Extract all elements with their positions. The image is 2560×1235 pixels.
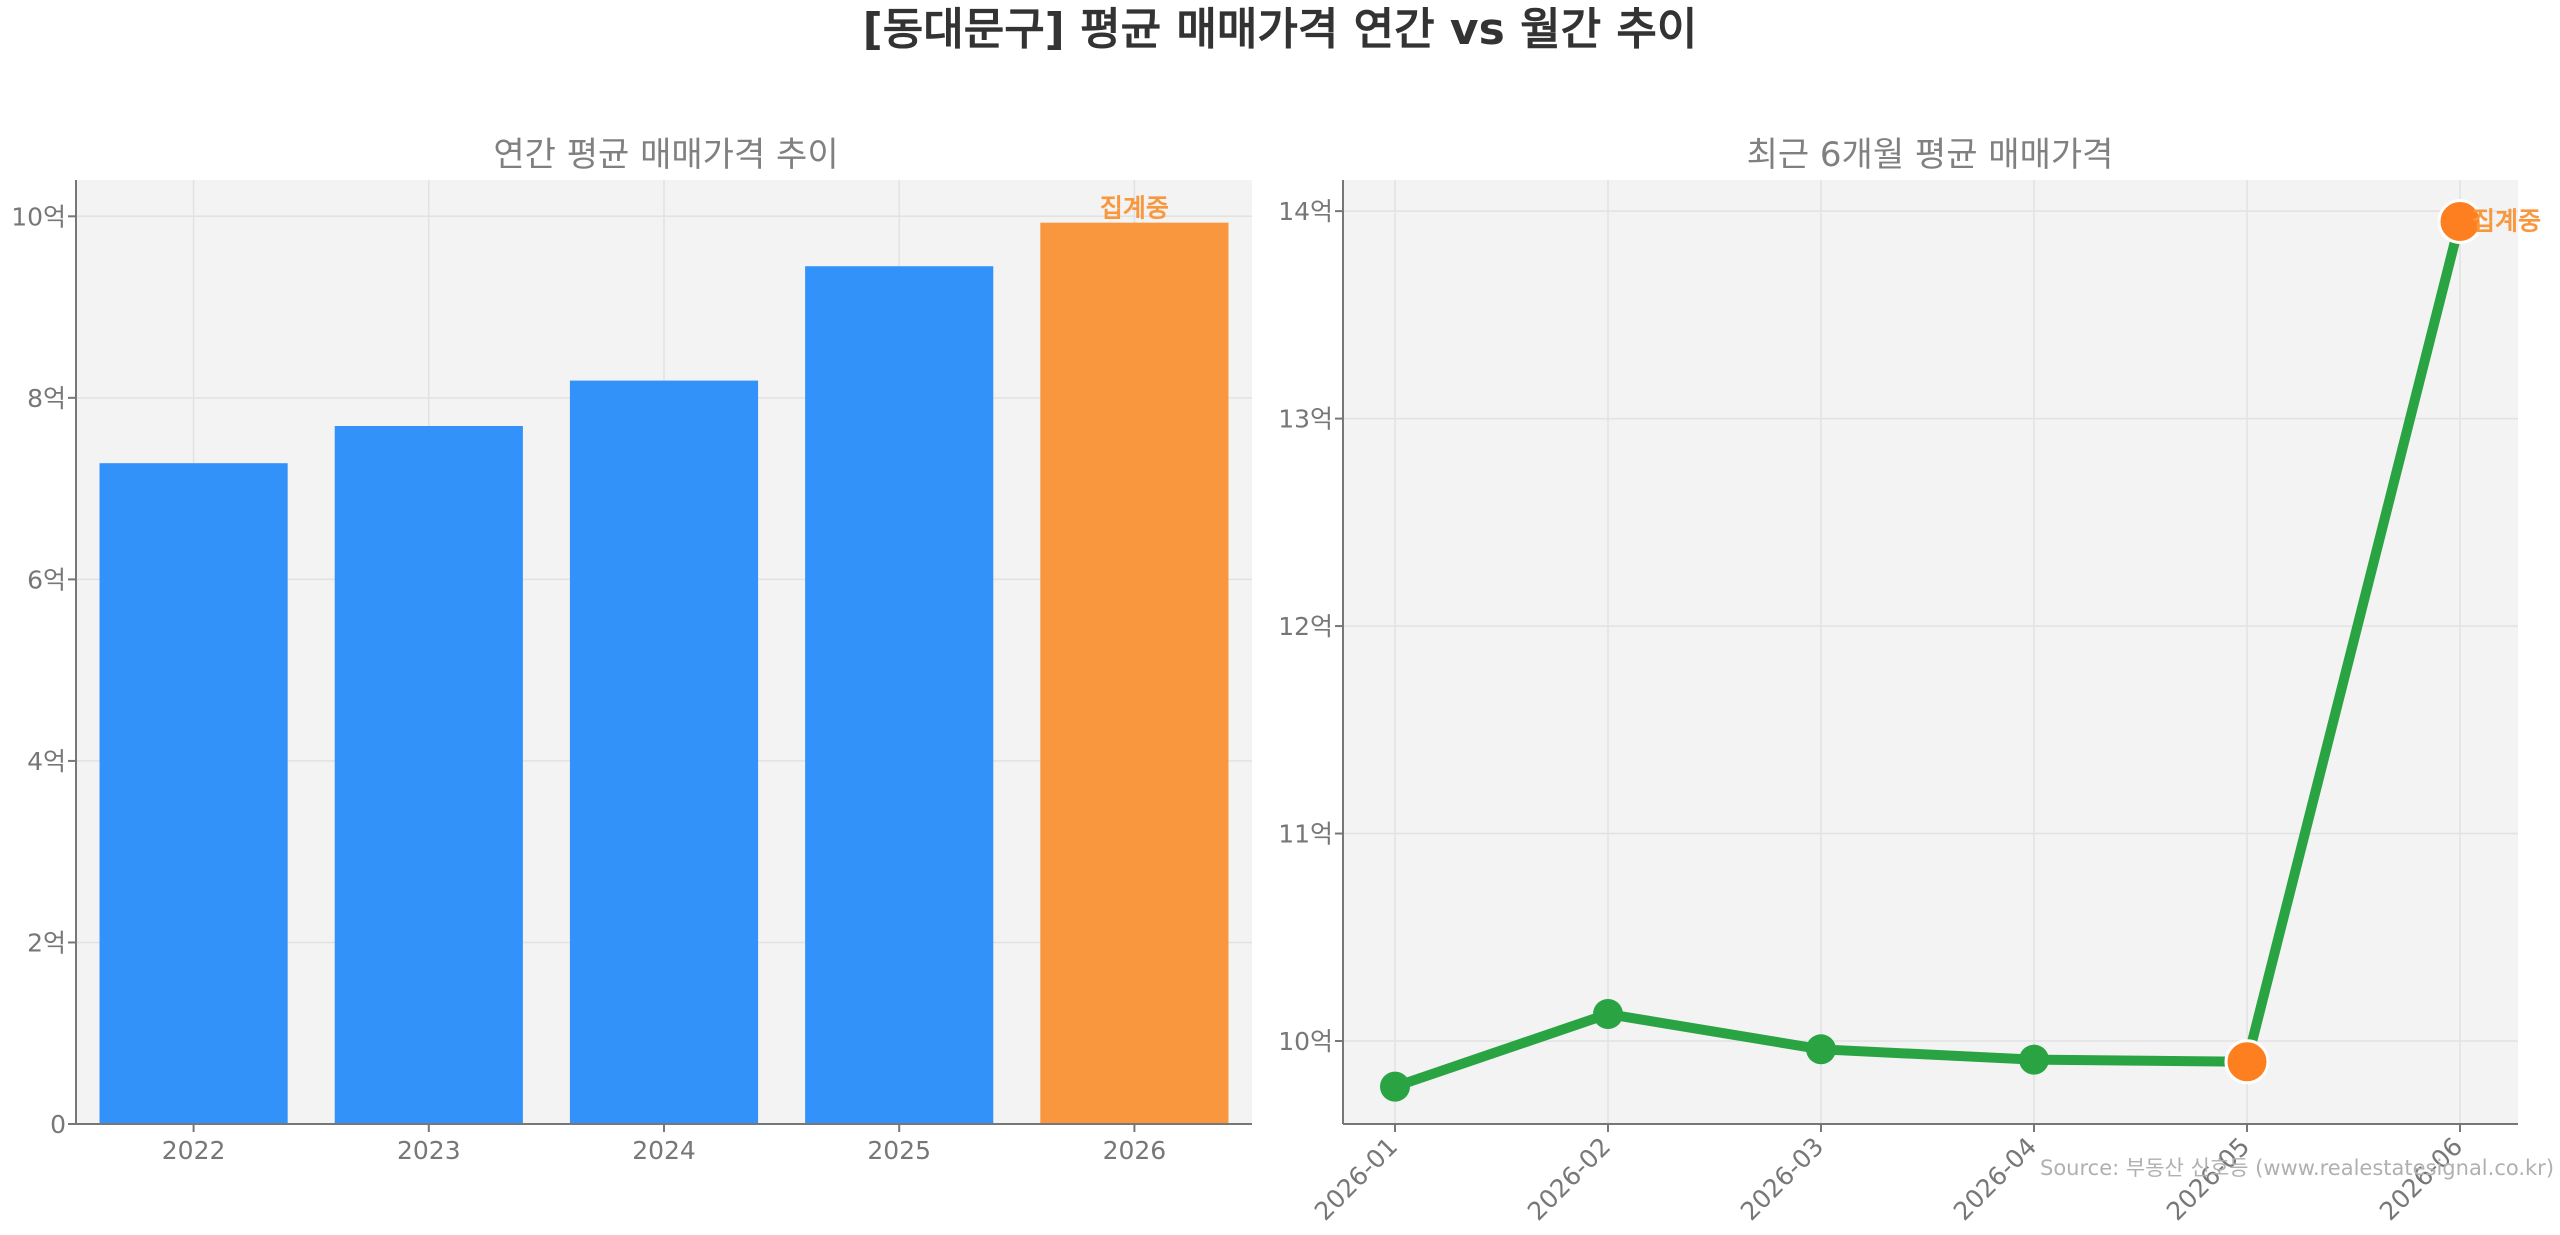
line-chart-x-tick-label: 2026-03	[1735, 1132, 1829, 1226]
bar-2024	[569, 380, 759, 1125]
source-note: Source: 부동산 신호등 (www.realestatesignal.co…	[2040, 1156, 2555, 1180]
line-chart-x-tick-label: 2026-01	[1309, 1132, 1403, 1226]
bar-2022	[99, 463, 288, 1124]
line-chart-title: 최근 6개월 평균 매매가격	[1747, 135, 2114, 175]
bar-chart-y-tick-label: 8억	[27, 384, 66, 413]
bar-2023	[334, 425, 523, 1124]
bar-chart-x-tick-label: 2024	[632, 1136, 696, 1165]
line-chart-point-2026-03	[1806, 1034, 1836, 1065]
line-chart-point-2026-04	[2019, 1044, 2049, 1075]
bar-chart-y-tick-label: 4억	[27, 747, 66, 776]
line-chart-y-tick-label: 10억	[1278, 1027, 1333, 1056]
line-chart-point-2026-05	[2224, 1039, 2270, 1085]
bar-chart-y-tick-label: 2억	[27, 928, 66, 957]
bar-chart-bars	[99, 222, 1229, 1125]
line-chart-x-tick-label: 2026-02	[1522, 1132, 1616, 1226]
bar-chart-x-tick-label: 2023	[397, 1136, 461, 1165]
bar-chart-x-tick-label: 2022	[162, 1136, 226, 1165]
line-chart-plot-area	[1343, 180, 2518, 1124]
line-chart-x-tick-label: 2026-04	[1948, 1132, 2042, 1226]
bar-chart-y-ticks: 0 2억 4억 6억 8억 10억	[11, 202, 76, 1139]
bar-2026	[1040, 222, 1229, 1124]
bar-chart-x-tick-label: 2025	[867, 1136, 931, 1165]
line-chart-point-2026-01	[1380, 1071, 1410, 1102]
line-chart-point-2026-06	[2437, 198, 2483, 244]
line-chart-series	[1380, 198, 2483, 1102]
line-chart-y-tick-label: 11억	[1278, 820, 1333, 849]
line-chart-y-tick-label: 12억	[1278, 612, 1333, 641]
bar-chart-y-tick-label: 0	[50, 1110, 66, 1139]
bar-chart-y-tick-label: 10억	[11, 202, 66, 231]
line-chart-y-ticks: 10억 11억 12억 13억 14억	[1278, 197, 1343, 1056]
line-chart-y-tick-label: 13억	[1278, 405, 1333, 434]
main-title: [동대문구] 평균 매매가격 연간 vs 월간 추이	[862, 4, 1698, 55]
bar-chart-x-ticks: 2022 2023 2024 2025 2026	[162, 1124, 1166, 1165]
line-chart-annotation: 집계중	[2472, 206, 2541, 235]
line-chart-point-2026-02	[1593, 999, 1623, 1030]
bar-chart-x-tick-label: 2026	[1103, 1136, 1167, 1165]
bar-chart-y-tick-label: 6억	[27, 565, 66, 594]
bar-chart-annotation: 집계중	[1100, 194, 1169, 223]
line-chart-y-tick-label: 14억	[1278, 197, 1333, 226]
bar-2025	[805, 266, 994, 1124]
line-chart-series-line	[1390, 216, 2465, 1092]
bar-chart-title: 연간 평균 매매가격 추이	[493, 135, 838, 175]
line-chart-panel: 10억 11억 12억 13억 14억 2026-01 2026-02 2026-03 202…	[1278, 135, 2541, 1226]
bar-chart-panel: 0 2억 4억 6억 8억 10억 2022 2023 2024 2025 2026 연간 평균 …	[11, 135, 1252, 1165]
